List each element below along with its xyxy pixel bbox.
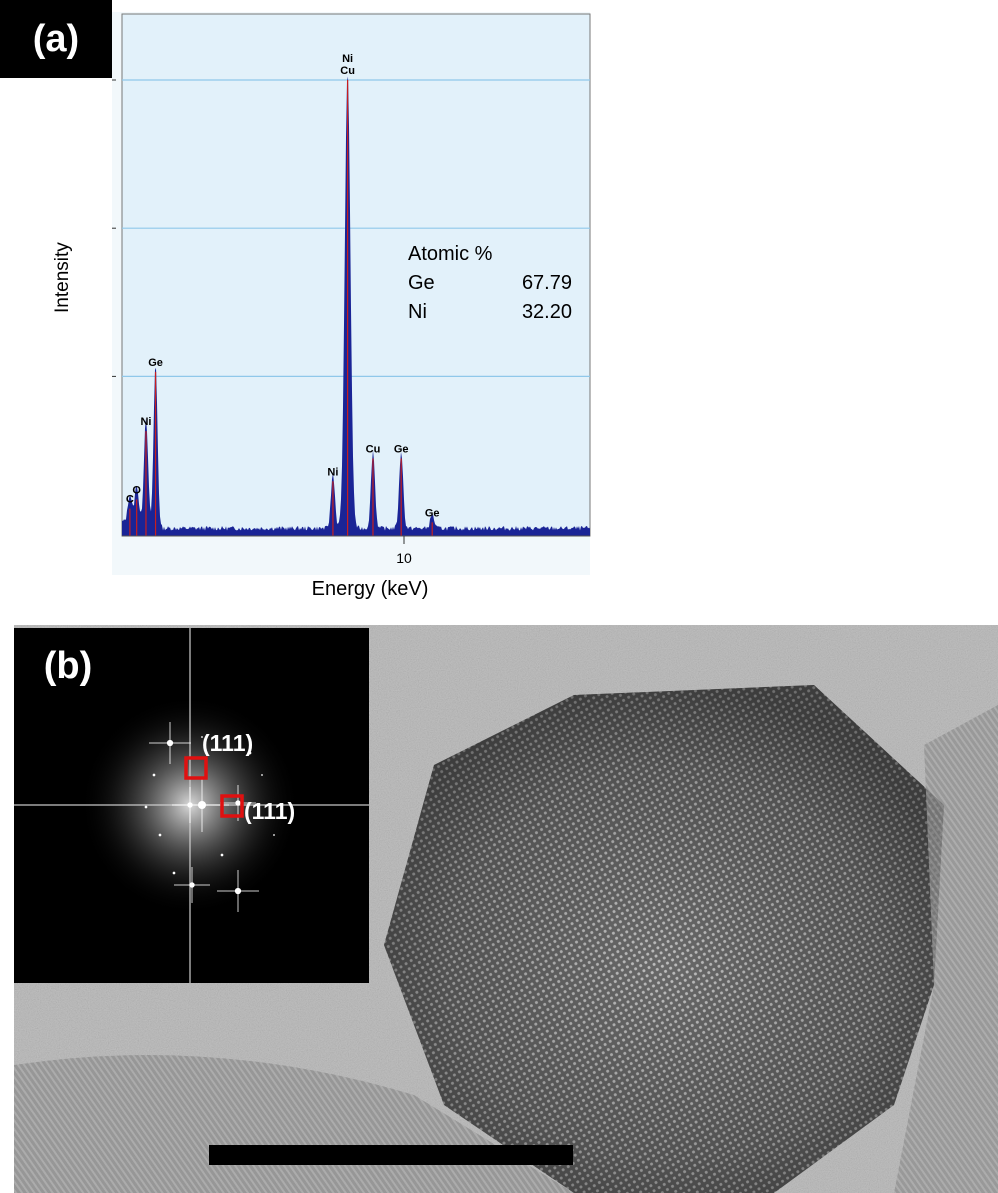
atomic-table-title: Atomic % <box>408 240 572 269</box>
fft-spot-highlight-2 <box>220 794 244 818</box>
peak-label: Ni <box>342 53 353 65</box>
fft-spot <box>217 870 259 912</box>
nanocrystal-shading <box>384 685 944 1193</box>
fft-spot <box>174 867 210 903</box>
atomic-value: 32.20 <box>521 301 572 323</box>
peak-markers <box>129 80 433 536</box>
miller-index-label-1: (111) <box>202 730 254 756</box>
fft-inset <box>14 628 369 983</box>
panel-a-label: (a) <box>0 0 112 78</box>
peak-label: Cu <box>366 443 381 455</box>
atomic-element: Ge <box>408 272 435 294</box>
fft-spot <box>201 736 203 738</box>
fft-spot <box>273 834 275 836</box>
x-tick-label-10: 10 <box>396 550 412 566</box>
y-axis-label-text: Intensity <box>52 242 73 313</box>
fft-spot <box>149 722 191 764</box>
y-ticks <box>112 79 116 377</box>
fft-spot <box>172 871 176 875</box>
x-axis-label: Energy (keV) <box>311 578 429 600</box>
right-grain <box>894 705 998 1193</box>
fft-spot <box>152 773 156 777</box>
fft-spot <box>248 751 252 755</box>
fft-spots <box>144 722 275 912</box>
atomic-row-ge: Ge 67.79 <box>408 269 572 298</box>
hrtem-image <box>14 625 998 1193</box>
fft-spot <box>144 805 148 809</box>
gridlines <box>122 79 590 377</box>
peak-label: Ge <box>425 507 440 519</box>
atomic-element: Ni <box>408 301 427 323</box>
fft-spot <box>172 787 208 823</box>
atomic-value: 67.79 <box>521 272 572 294</box>
peak-label: Ge <box>394 443 409 455</box>
scale-bar <box>209 1145 573 1165</box>
plot-area <box>121 13 591 537</box>
peak-label: C <box>126 494 134 506</box>
atomic-row-ni: Ni 32.20 <box>408 298 572 327</box>
atomic-table-title-text: Atomic % <box>408 243 493 265</box>
peak-label: Cu <box>340 65 355 77</box>
peak-label: Ge <box>148 357 163 369</box>
peak-label: O <box>132 485 141 497</box>
atomic-percent-table: Atomic % Ge 67.79 Ni 32.20 <box>408 240 572 327</box>
fft-spot <box>220 853 224 857</box>
fft-spot <box>261 774 263 776</box>
peak-label: Ni <box>327 466 338 478</box>
miller-index-label-2: (111) <box>244 798 296 824</box>
fft-spot <box>158 833 162 837</box>
fft-spot-highlight-1 <box>184 756 208 780</box>
peak-label: Ni <box>140 416 151 428</box>
panel-b-label: (b) <box>14 628 122 704</box>
